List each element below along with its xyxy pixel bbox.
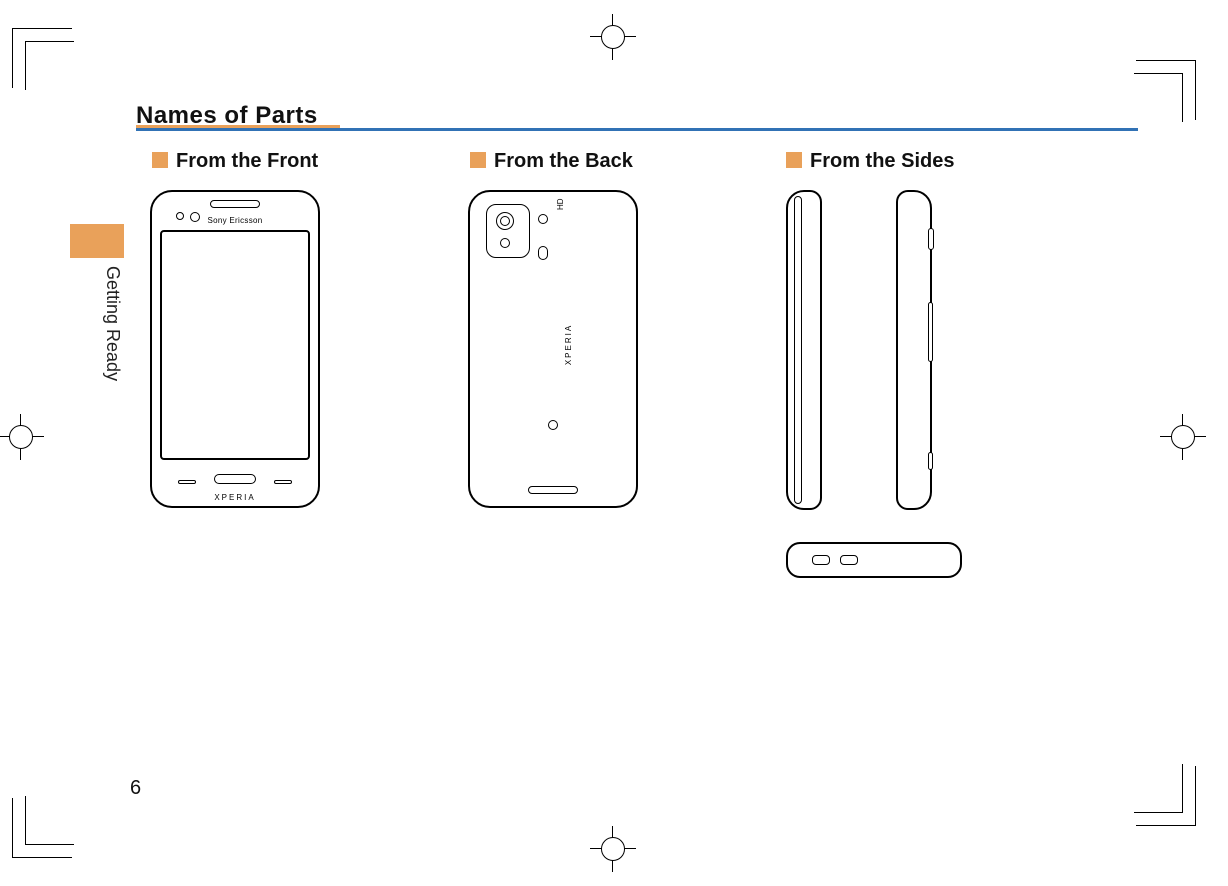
front-model-label: XPERIA [150,493,320,502]
subhead-back-label: From the Back [494,150,633,172]
flash-icon [500,238,510,248]
title-underline-orange [136,125,340,128]
bottom-side-outline [786,542,962,578]
home-button-icon [214,474,256,484]
back-model-label: XPERIA [564,324,573,365]
subhead-front: From the Front [152,150,318,173]
left-side-outline [786,190,822,510]
section-label: Getting Ready [102,266,123,381]
phone-back-diagram: HD XPERIA [468,190,638,508]
registration-mark-top [596,20,630,54]
subhead-sides-label: From the Sides [810,150,954,172]
earpiece-icon [210,200,260,208]
camera-key-icon [928,452,933,470]
page-number: 6 [130,777,141,800]
manual-page: Names of Parts From the Front From the B… [0,0,1228,886]
bullet-icon [470,152,486,168]
right-side-outline [896,190,932,510]
back-badge-icon [548,420,558,430]
right-softkey-icon [274,480,292,484]
screen-outline [160,230,310,460]
left-softkey-icon [178,480,196,484]
crop-mark-bl [12,798,72,858]
phone-front-diagram: Sony Ericsson XPERIA [150,190,320,508]
second-mic-icon [538,214,548,224]
registration-mark-bottom [596,832,630,866]
subhead-sides: From the Sides [786,150,954,173]
front-brand-label: Sony Ericsson [150,216,320,225]
port-icon [812,555,830,565]
strap-hole-icon [538,246,548,260]
bullet-icon [786,152,802,168]
rear-camera-lens-icon [500,216,510,226]
hd-label: HD [556,198,565,210]
port-icon [840,555,858,565]
crop-mark-br [1136,766,1196,826]
subhead-back: From the Back [470,150,633,173]
section-tab [70,224,124,258]
title-underline-blue [136,128,1138,131]
speaker-icon [528,486,578,494]
crop-mark-tr [1136,60,1196,120]
volume-key-icon [928,302,933,362]
power-key-icon [928,228,934,250]
subhead-front-label: From the Front [176,150,318,172]
crop-mark-tl [12,28,72,88]
bullet-icon [152,152,168,168]
registration-mark-left [4,420,38,454]
registration-mark-right [1166,420,1200,454]
